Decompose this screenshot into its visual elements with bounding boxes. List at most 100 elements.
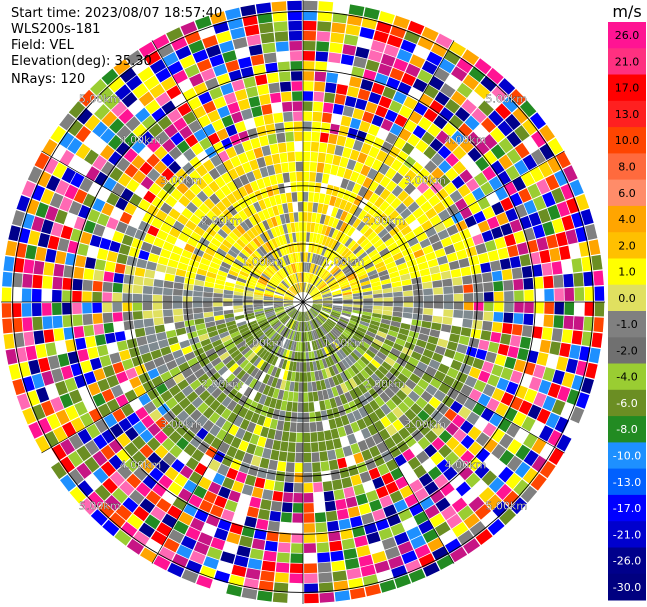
gate-cell	[282, 224, 289, 234]
gate-cell	[321, 308, 332, 313]
gate-cell	[213, 297, 223, 302]
gate-cell	[246, 421, 257, 433]
gate-cell	[478, 487, 495, 503]
gate-cell	[324, 430, 333, 441]
gate-cell	[289, 563, 303, 574]
gate-cell	[108, 76, 125, 93]
gate-cell	[116, 340, 128, 352]
gate-cell	[334, 93, 346, 105]
gate-cell	[398, 427, 411, 440]
gate-cell	[395, 202, 407, 214]
gate-cell	[281, 502, 293, 513]
gate-cell	[271, 262, 280, 271]
gate-cell	[297, 321, 300, 332]
gate-cell	[155, 131, 170, 145]
gate-cell	[348, 400, 358, 412]
gate-cell	[288, 308, 296, 315]
gate-cell	[337, 426, 347, 438]
gate-cell	[183, 443, 197, 457]
gate-cell	[322, 297, 333, 300]
gate-cell	[473, 302, 484, 311]
gate-cell	[337, 187, 346, 199]
gate-cell	[253, 356, 262, 367]
gate-cell	[309, 309, 317, 317]
gate-cell	[413, 307, 423, 315]
gate-cell	[293, 351, 298, 362]
gate-cell	[377, 380, 388, 391]
gate-cell	[433, 201, 446, 214]
gate-cell	[270, 501, 282, 512]
gate-cell	[352, 218, 362, 229]
gate-cell	[298, 283, 301, 293]
gate-cell	[146, 153, 160, 168]
gate-cell	[279, 283, 288, 291]
gate-cell	[314, 277, 321, 286]
gate-cell	[329, 282, 339, 289]
gate-cell	[363, 189, 374, 201]
gate-cell	[211, 205, 222, 217]
gate-cell	[240, 267, 251, 275]
gate-cell	[315, 265, 321, 275]
gate-cell	[398, 508, 413, 522]
gate-cell	[422, 562, 440, 577]
gate-cell	[566, 197, 580, 214]
gate-cell	[210, 504, 224, 518]
gate-cell	[277, 312, 287, 319]
gate-cell	[248, 255, 258, 264]
gate-cell	[248, 378, 258, 389]
gate-cell	[69, 486, 87, 504]
gate-cell	[356, 235, 367, 245]
gate-cell	[84, 114, 101, 131]
gate-cell	[288, 275, 294, 285]
gate-cell	[139, 444, 154, 459]
gate-cell	[33, 260, 45, 275]
velocity-gates	[1, 0, 605, 604]
gate-cell	[343, 250, 353, 260]
gate-cell	[353, 397, 363, 409]
gate-cell	[12, 272, 23, 288]
gate-cell	[369, 399, 380, 411]
gate-cell	[139, 498, 156, 514]
gate-cell	[198, 263, 209, 271]
gate-cell	[253, 294, 264, 298]
start-time-label: Start time: 2023/08/07 18:57:40	[11, 6, 223, 21]
gate-cell	[286, 223, 292, 234]
gate-cell	[424, 430, 438, 444]
gate-cell	[276, 132, 286, 143]
gate-cell	[337, 457, 348, 469]
gate-cell	[285, 462, 295, 473]
gate-cell	[213, 96, 227, 109]
gate-cell	[112, 230, 125, 243]
gate-cell	[259, 361, 268, 372]
gate-cell	[310, 288, 318, 296]
gate-cell	[285, 293, 294, 298]
gate-cell	[153, 160, 168, 174]
gate-cell	[115, 141, 131, 157]
gate-cell	[303, 181, 309, 192]
gate-cell	[401, 72, 416, 87]
gate-cell	[292, 503, 303, 513]
gate-cell	[480, 75, 497, 92]
gate-cell	[317, 390, 324, 401]
gate-cell	[274, 481, 285, 492]
gate-cell	[290, 263, 296, 274]
gate-cell	[320, 325, 328, 334]
gate-cell	[262, 489, 274, 501]
gate-cell	[311, 212, 317, 223]
gate-cell	[292, 91, 303, 101]
gate-cell	[299, 311, 302, 322]
gate-cell	[319, 326, 327, 336]
gate-cell	[521, 416, 536, 432]
gate-cell	[50, 125, 67, 143]
gate-cell	[445, 422, 459, 436]
gate-cell	[524, 388, 538, 404]
gate-cell	[321, 358, 328, 369]
gate-cell	[273, 297, 284, 300]
gate-cell	[167, 61, 184, 76]
gate-cell	[365, 436, 376, 449]
gate-cell	[227, 168, 239, 180]
gate-cell	[440, 83, 456, 98]
gate-cell	[359, 238, 370, 248]
gate-cell	[391, 394, 403, 406]
gate-cell	[348, 464, 359, 477]
